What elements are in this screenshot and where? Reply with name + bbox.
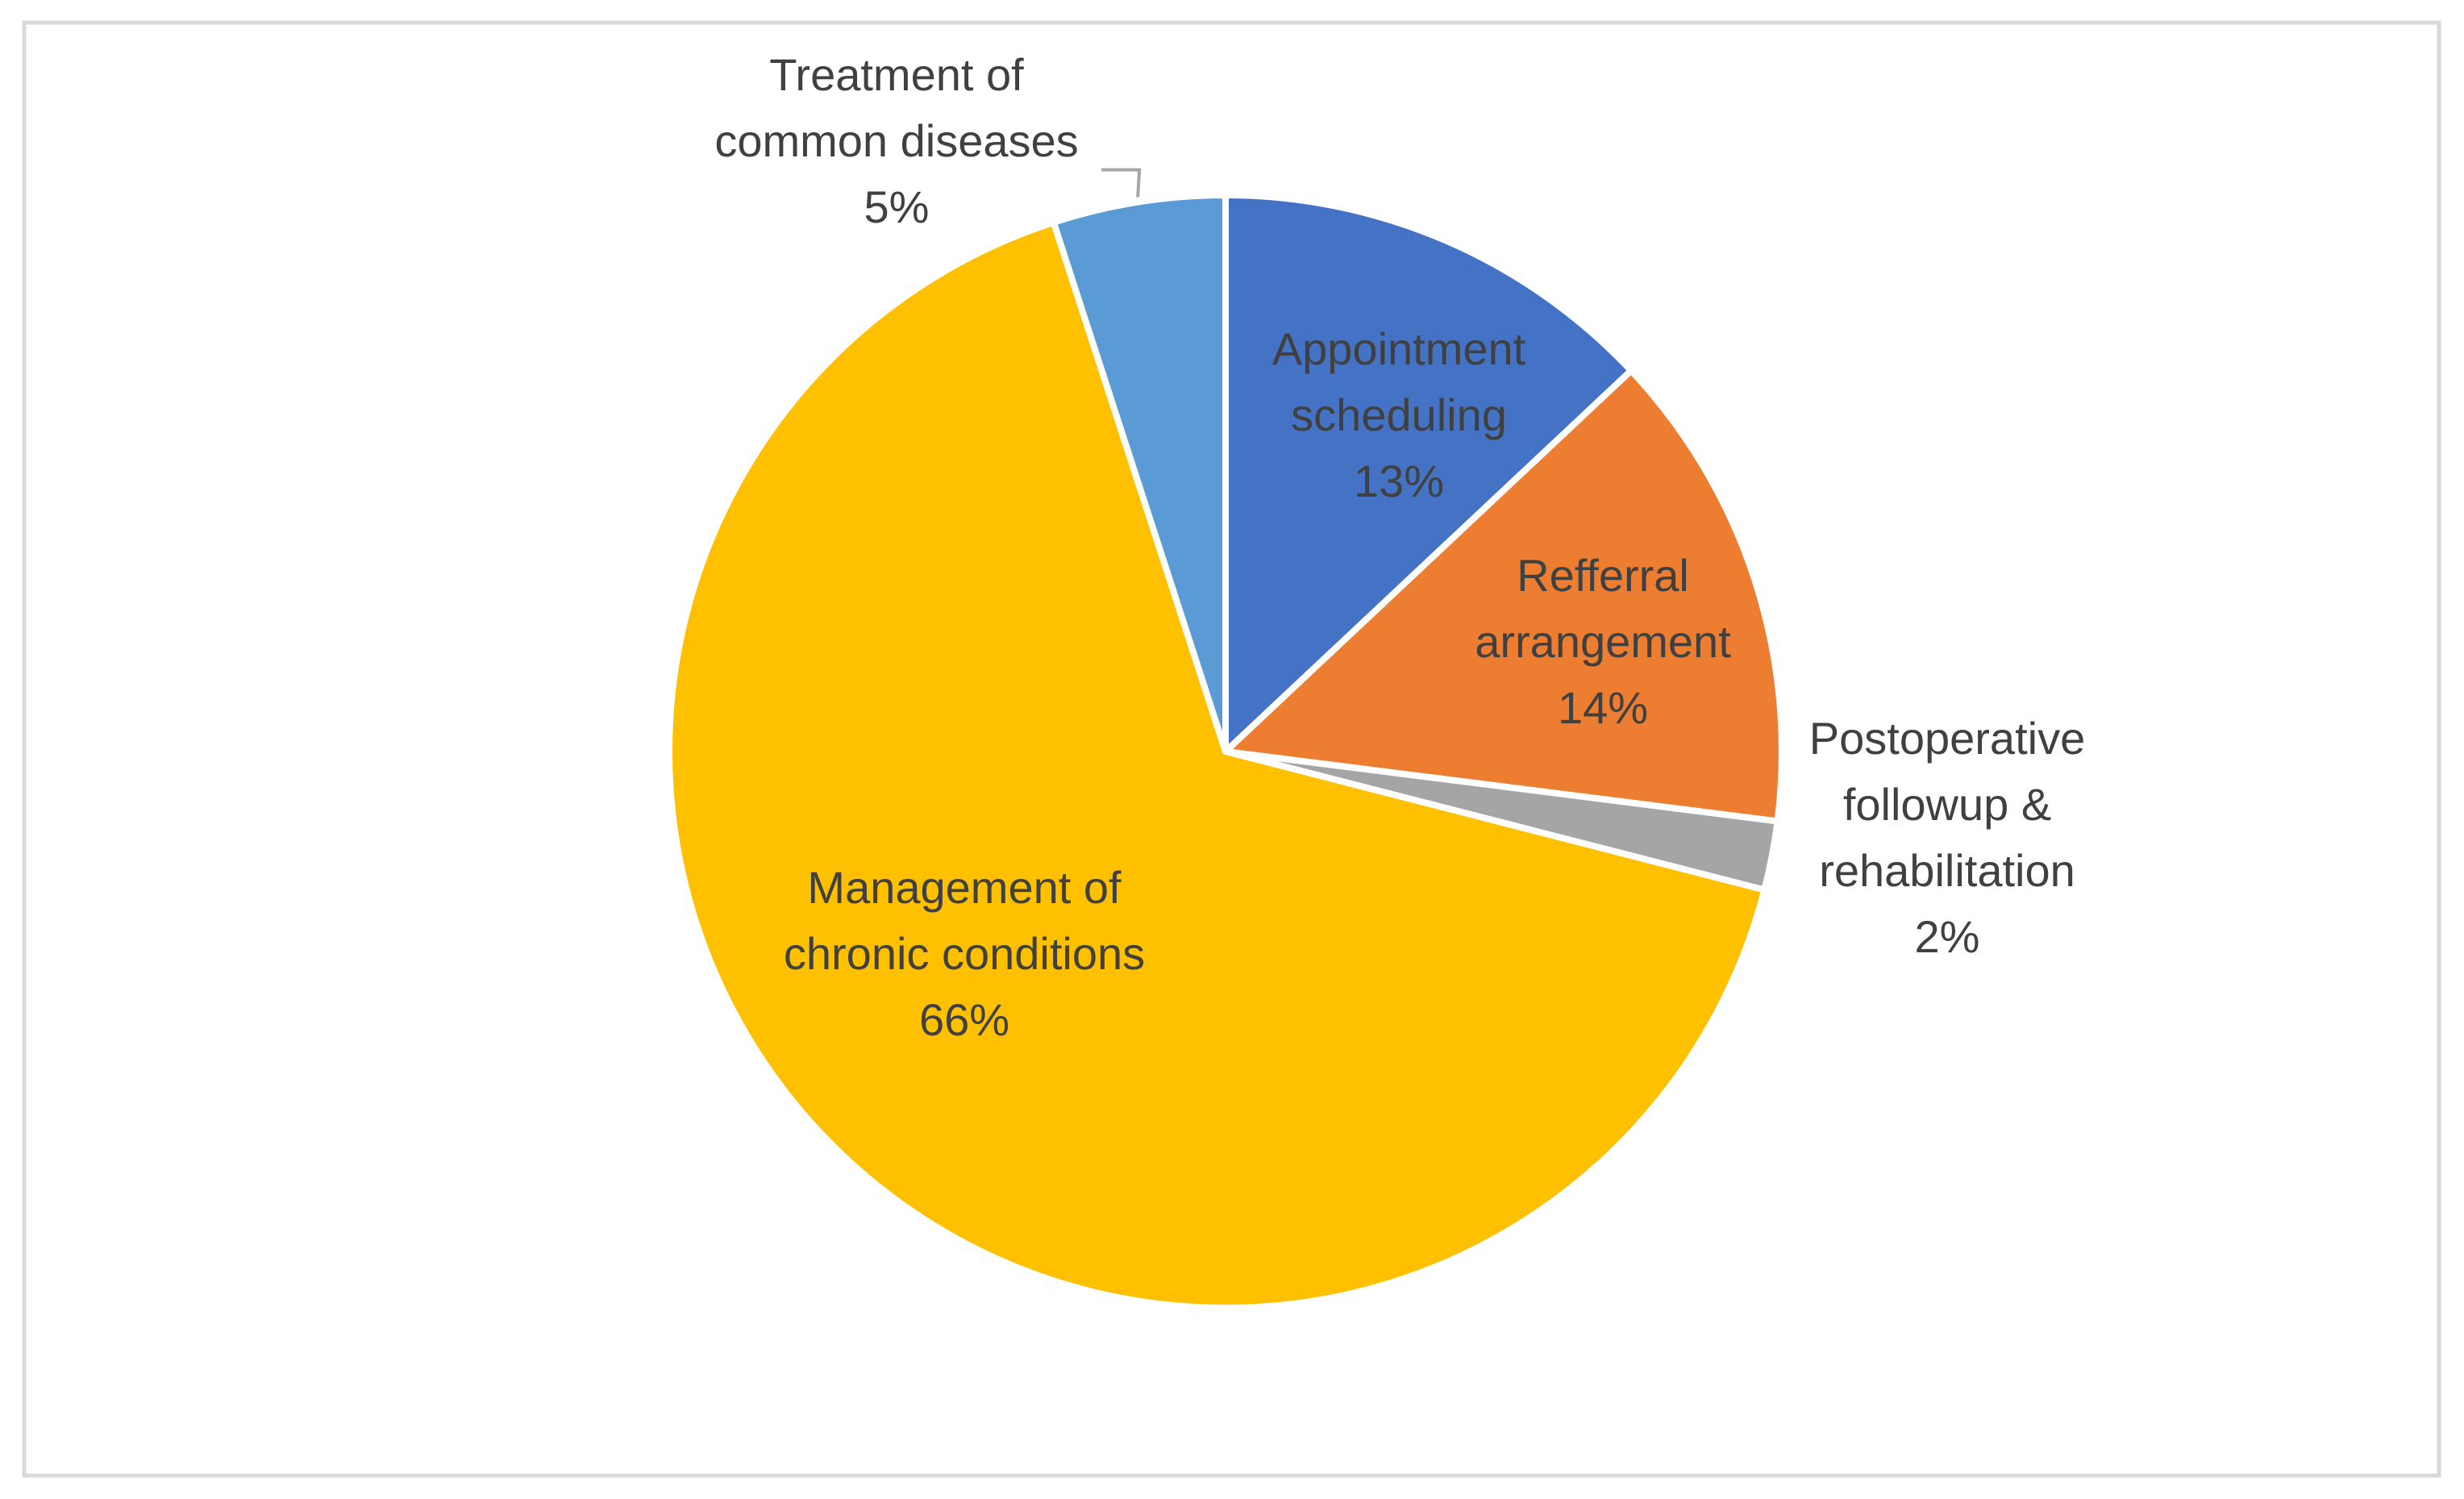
slice-label-line: Treatment of bbox=[769, 49, 1024, 100]
slice-label-line: common diseases bbox=[714, 115, 1078, 166]
pie-slice-common bbox=[1050, 192, 1229, 755]
slice-labels: Appointment scheduling 13% Refferral arrange… bbox=[714, 49, 2085, 1045]
slice-label-line: scheduling bbox=[1291, 389, 1507, 440]
pie-slice-appointment bbox=[1222, 192, 1634, 755]
slice-label-line: 5% bbox=[864, 181, 930, 232]
slice-label-line: followup & bbox=[1843, 779, 2051, 830]
slice-label-postoperative: Postoperative followup & rehabilitation 2% bbox=[1809, 713, 2085, 962]
slice-label-line: Postoperative bbox=[1809, 713, 2085, 764]
slice-label-appointment: Appointment scheduling 13% bbox=[1272, 323, 1526, 506]
pie-slices bbox=[666, 192, 1786, 1311]
leader-line-common bbox=[1101, 168, 1142, 198]
slice-label-line: Appointment bbox=[1272, 323, 1526, 374]
slice-label-line: 2% bbox=[1915, 911, 1980, 962]
slice-label-line: Management of bbox=[807, 862, 1122, 913]
pie-slice-referral bbox=[1222, 367, 1786, 825]
slice-label-line: chronic conditions bbox=[784, 928, 1145, 979]
slice-label-referral: Refferral arrangement 14% bbox=[1475, 550, 1731, 733]
slice-label-line: 13% bbox=[1354, 456, 1444, 506]
slice-label-line: arrangement bbox=[1475, 616, 1731, 667]
pie-slice-chronic bbox=[666, 219, 1768, 1311]
slice-label-common: Treatment of common diseases 5% bbox=[714, 49, 1078, 232]
slice-label-line: 14% bbox=[1558, 682, 1648, 733]
slice-label-line: 66% bbox=[919, 994, 1009, 1045]
slice-label-line: Refferral bbox=[1517, 550, 1689, 601]
slice-label-chronic: Management of chronic conditions 66% bbox=[784, 862, 1145, 1045]
leader-lines bbox=[1101, 168, 1142, 198]
slice-label-line: rehabilitation bbox=[1819, 845, 2075, 896]
